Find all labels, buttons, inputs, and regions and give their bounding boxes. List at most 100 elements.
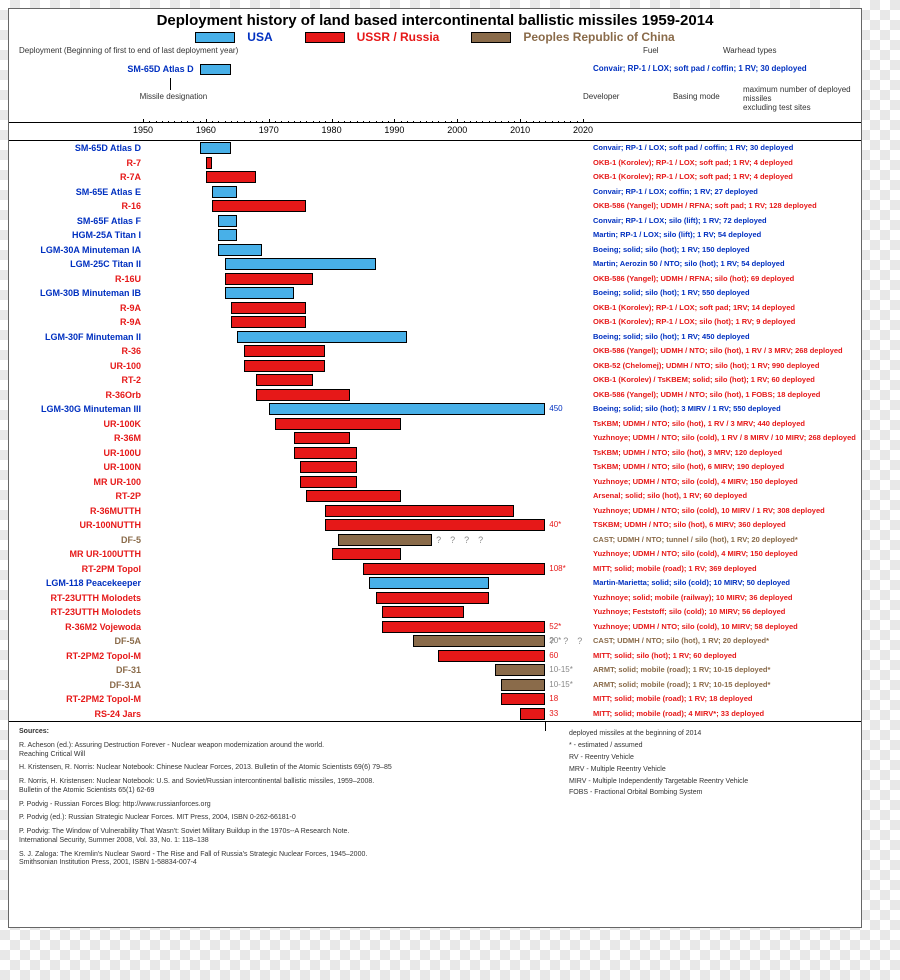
missile-detail: Convair; RP-1 / LOX; soft pad / coffin; … [593, 141, 793, 155]
deployment-bar [218, 244, 262, 256]
missile-row: R-36Orb OKB-586 (Yangel); UDMH / NTO; si… [9, 388, 861, 403]
missile-name: R-9A [120, 301, 141, 315]
missile-row: RT-2PM2 Topol-M 18 MITT; solid; mobile (… [9, 692, 861, 707]
missile-row: HGM-25A Titan I Martin; RP-1 / LOX; silo… [9, 228, 861, 243]
footer: Sources: R. Acheson (ed.): Assuring Destr… [9, 721, 861, 879]
trail-count: 18 [549, 692, 558, 706]
missile-row: RT-2PM2 Topol-M 60 MITT; solid; silo (ho… [9, 649, 861, 664]
missile-row: RT-2P Arsenal; solid; silo (hot), 1 RV; … [9, 489, 861, 504]
deployment-bar [231, 316, 306, 328]
legend-item: USSR / Russia [297, 30, 448, 44]
missile-name: SM-65E Atlas E [76, 185, 141, 199]
unknown-marker: ? [563, 634, 568, 648]
missile-row: R-36MUTTH Yuzhnoye; UDMH / NTO; silo (co… [9, 504, 861, 519]
missile-row: RS-24 Jars 33 MITT; solid; mobile (road)… [9, 707, 861, 722]
missile-row: SM-65E Atlas E Convair; RP-1 / LOX; coff… [9, 185, 861, 200]
missile-row: R-36M Yuzhnoye; UDMH / NTO; silo (cold),… [9, 431, 861, 446]
missile-name: LGM-30B Minuteman IB [40, 286, 141, 300]
missile-detail: OKB-1 (Korolev); RP-1 / LOX; soft pad; 1… [593, 170, 793, 184]
axis-year: 1980 [322, 125, 342, 135]
deployment-bar [325, 505, 514, 517]
missile-name: UR-100N [103, 460, 141, 474]
missile-detail: OKB-1 (Korolev) / TsKBEM; solid; silo (h… [593, 373, 815, 387]
unknown-marker: ? [577, 634, 582, 648]
source-item: P. Podvig - Russian Forces Blog: http://… [19, 801, 539, 810]
missile-name: RT-2PM2 Topol-M [66, 649, 141, 663]
glossary-item: deployed missiles at the beginning of 20… [569, 728, 748, 740]
deployment-bar [294, 447, 357, 459]
missile-row: SM-65F Atlas F Convair; RP-1 / LOX; silo… [9, 214, 861, 229]
missile-name: HGM-25A Titan I [72, 228, 141, 242]
example-bar [200, 64, 231, 75]
missile-detail: CAST; UDMH / NTO; silo (hot), 1 RV; 20 d… [593, 634, 769, 648]
trail-count: 450 [549, 402, 562, 416]
missile-name: MR UR-100 [93, 475, 141, 489]
source-item: R. Acheson (ed.): Assuring Destruction F… [19, 742, 539, 760]
header-example: Deployment (Beginning of first to end of… [9, 46, 861, 122]
deployment-bar [256, 389, 350, 401]
missile-detail: MITT; solid; mobile (road); 1 RV; 18 dep… [593, 692, 752, 706]
chart-title: Deployment history of land based interco… [9, 9, 861, 30]
legend: USAUSSR / RussiaPeoples Republic of Chin… [9, 30, 861, 46]
missile-name: R-36 [121, 344, 141, 358]
deployment-bar [218, 215, 237, 227]
axis-year: 2010 [510, 125, 530, 135]
sources-head: Sources: [19, 728, 539, 737]
missile-name: R-7A [120, 170, 141, 184]
deployment-bar [376, 592, 489, 604]
unknown-marker: ? [436, 533, 441, 547]
missile-name: DF-31A [109, 678, 141, 692]
trail-count: 40* [549, 518, 561, 532]
missile-detail: OKB-586 (Yangel); UDMH / RFNA; silo (hot… [593, 272, 794, 286]
missile-name: UR-100K [103, 417, 141, 431]
missile-row: RT-2 OKB-1 (Korolev) / TsKBEM; solid; si… [9, 373, 861, 388]
deployment-bar [501, 679, 545, 691]
missile-name: LGM-30G Minuteman III [41, 402, 141, 416]
year-axis: 1950 1960 1970 1980 1990 2000 2010 2020 [9, 122, 861, 140]
missile-detail: CAST; UDMH / NTO; tunnel / silo (hot), 1… [593, 533, 798, 547]
missile-name: R-36M [114, 431, 141, 445]
axis-tick [394, 119, 395, 123]
missile-row: LGM-30B Minuteman IB Boeing; solid; silo… [9, 286, 861, 301]
deployment-bar [382, 621, 545, 633]
missile-name: RT-2PM Topol [82, 562, 141, 576]
deployment-bar [300, 461, 357, 473]
missile-detail: OKB-586 (Yangel); UDMH / NTO; silo (hot)… [593, 344, 843, 358]
deployment-bar [237, 331, 407, 343]
missile-name: LGM-30F Minuteman II [45, 330, 141, 344]
deployment-bar [363, 563, 545, 575]
missile-row: R-16U OKB-586 (Yangel); UDMH / RFNA; sil… [9, 272, 861, 287]
glossary-item: FOBS - Fractional Orbital Bombing System [569, 787, 748, 799]
axis-year: 1960 [196, 125, 216, 135]
deployment-bar [413, 635, 545, 647]
missile-detail: Arsenal; solid; silo (hot), 1 RV; 60 dep… [593, 489, 747, 503]
deployment-bar [300, 476, 357, 488]
axis-year: 2020 [573, 125, 593, 135]
deployment-bar [231, 302, 306, 314]
deployment-bar [206, 157, 212, 169]
legend-item: USA [187, 30, 280, 44]
missile-name: LGM-30A Minuteman IA [40, 243, 141, 257]
source-item: P. Podvig (ed.): Russian Strategic Nucle… [19, 814, 539, 823]
deployment-bar [244, 345, 326, 357]
missile-row: R-7 OKB-1 (Korolev); RP-1 / LOX; soft pa… [9, 156, 861, 171]
deployment-bar [306, 490, 400, 502]
legend-swatch [195, 32, 235, 43]
missile-detail: Yuzhnoye; solid; mobile (railway); 10 MI… [593, 591, 793, 605]
deployment-bar [294, 432, 351, 444]
deployment-bar [338, 534, 432, 546]
legend-swatch [305, 32, 345, 43]
deployment-bar [218, 229, 237, 241]
missile-name: LGM-25C Titan II [70, 257, 141, 271]
missile-name: RT-2 [121, 373, 141, 387]
missile-name: DF-5A [115, 634, 142, 648]
missile-row: R-9A OKB-1 (Korolev); RP-1 / LOX; silo (… [9, 315, 861, 330]
missile-detail: Yuzhnoye; Feststoff; silo (cold); 10 MIR… [593, 605, 785, 619]
missile-detail: TsKBM; UDMH / NTO; silo (hot), 3 MRV; 12… [593, 446, 782, 460]
missile-detail: TSKBM; UDMH / NTO; silo (hot), 6 MIRV; 3… [593, 518, 786, 532]
missile-name: RT-23UTTH Molodets [50, 605, 141, 619]
missile-row: DF-5A 20*??? CAST; UDMH / NTO; silo (hot… [9, 634, 861, 649]
deployment-bar [325, 519, 545, 531]
missile-row: LGM-30F Minuteman II Boeing; solid; silo… [9, 330, 861, 345]
deployment-bar [382, 606, 464, 618]
